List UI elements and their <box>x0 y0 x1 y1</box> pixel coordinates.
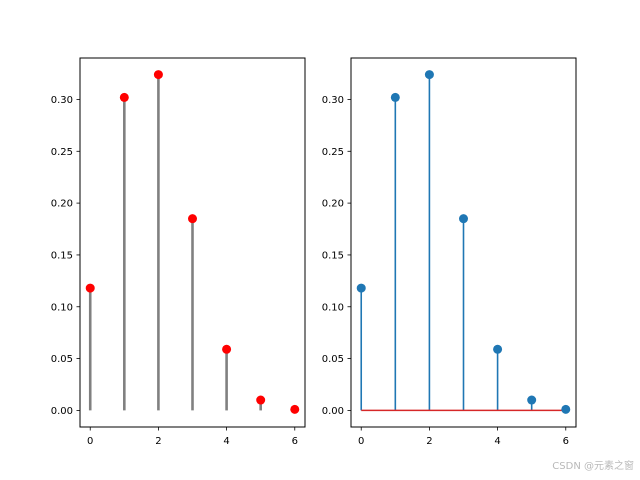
stem-marker <box>424 70 434 80</box>
y-tick-label: 0.10 <box>322 302 344 313</box>
stem-marker <box>119 92 129 102</box>
y-tick-label: 0.10 <box>51 302 73 313</box>
stem-marker <box>459 214 468 224</box>
stem-marker <box>188 214 197 224</box>
x-tick-label: 0 <box>358 436 364 447</box>
y-tick-label: 0.25 <box>322 147 344 158</box>
x-tick-label: 4 <box>223 436 229 447</box>
y-tick-label: 0.20 <box>322 199 344 210</box>
axes-frame <box>350 57 577 428</box>
stem-marker <box>290 404 300 414</box>
stem-marker <box>85 283 95 293</box>
stem-marker <box>222 344 232 354</box>
y-tick-label: 0.30 <box>51 95 73 106</box>
stem-marker <box>356 283 366 293</box>
y-tick-label: 0.25 <box>51 147 73 158</box>
right-stem-plot: 0 2 4 6 0.00 0.05 0.10 0.15 0.20 0.25 0.30 <box>322 57 577 447</box>
left-stem-plot: 0 2 4 6 0.00 0.05 0.10 0.15 0.20 0.25 0.30 <box>51 57 306 447</box>
y-tick-label: 0.05 <box>322 354 344 365</box>
y-tick-label: 0.30 <box>322 95 344 106</box>
x-tick-label: 2 <box>426 436 432 447</box>
stem-marker <box>153 70 163 80</box>
stem-marker <box>527 395 537 405</box>
y-tick-label: 0.00 <box>51 406 73 417</box>
stem-marker <box>390 92 400 102</box>
x-tick-label: 4 <box>494 436 500 447</box>
stem-marker <box>493 344 503 354</box>
x-tick-label: 2 <box>155 436 161 447</box>
x-tick-label: 6 <box>563 436 569 447</box>
axes-frame <box>79 57 306 428</box>
stem-marker <box>256 395 266 405</box>
watermark: CSDN @元素之窗 <box>552 461 634 472</box>
x-tick-label: 0 <box>87 436 93 447</box>
stem-marker <box>561 404 571 414</box>
y-tick-label: 0.15 <box>322 250 344 261</box>
y-tick-label: 0.05 <box>51 354 73 365</box>
x-tick-label: 6 <box>292 436 298 447</box>
y-tick-label: 0.15 <box>51 250 73 261</box>
y-tick-label: 0.00 <box>322 406 344 417</box>
y-tick-label: 0.20 <box>51 199 73 210</box>
